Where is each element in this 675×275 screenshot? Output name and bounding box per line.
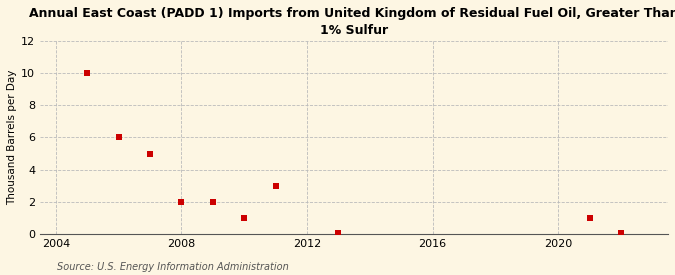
Text: Source: U.S. Energy Information Administration: Source: U.S. Energy Information Administ… <box>57 262 289 272</box>
Point <box>144 151 155 156</box>
Point <box>616 231 626 235</box>
Point <box>584 216 595 220</box>
Title: Annual East Coast (PADD 1) Imports from United Kingdom of Residual Fuel Oil, Gre: Annual East Coast (PADD 1) Imports from … <box>29 7 675 37</box>
Point <box>113 135 124 140</box>
Point <box>333 231 344 235</box>
Point <box>207 200 218 204</box>
Point <box>239 216 250 220</box>
Y-axis label: Thousand Barrels per Day: Thousand Barrels per Day <box>7 70 17 205</box>
Point <box>270 183 281 188</box>
Point <box>176 200 187 204</box>
Point <box>82 71 92 75</box>
